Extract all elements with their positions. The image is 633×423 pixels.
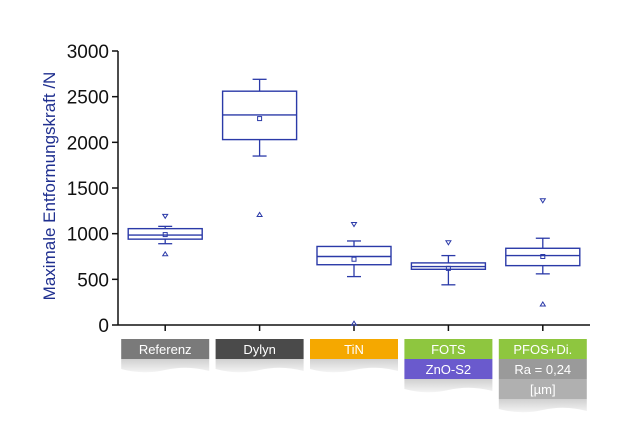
category-label-shadow xyxy=(310,359,398,373)
min-marker xyxy=(256,211,264,217)
category-label-block xyxy=(404,339,493,359)
category-label-3: FOTS ZnO-S2 xyxy=(404,339,493,393)
mean-marker xyxy=(162,232,168,238)
category-label-shadow xyxy=(121,359,210,373)
category-label-shadow xyxy=(215,359,304,373)
category-label-4: PFOS+Di. Ra = 0,24 [µm] xyxy=(498,339,587,413)
category-label-shadow xyxy=(498,399,587,413)
category-label-1: Dylyn xyxy=(215,339,304,373)
y-tick-label: 1000 xyxy=(67,225,109,246)
category-label-2: TiN xyxy=(310,339,398,373)
box-iqr xyxy=(505,247,581,267)
box-1 xyxy=(221,78,298,217)
box-2 xyxy=(316,222,392,326)
mean-marker xyxy=(257,116,263,122)
max-marker xyxy=(539,198,547,204)
mean-marker xyxy=(445,265,451,271)
category-label-text: FOTS xyxy=(431,342,466,357)
box-3 xyxy=(410,240,487,286)
mean-marker xyxy=(351,256,357,262)
min-marker xyxy=(350,320,358,326)
category-label-block xyxy=(121,339,210,359)
box-iqr xyxy=(316,245,392,266)
y-tick-label: 0 xyxy=(98,316,109,337)
category-label-shadow xyxy=(404,379,493,393)
y-axis-label: Maximale Entformungskraft /N xyxy=(40,72,59,301)
min-marker xyxy=(539,301,547,307)
min-marker xyxy=(161,250,169,257)
boxes xyxy=(127,78,581,326)
category-label-text: PFOS+Di. xyxy=(513,342,572,357)
category-label-text: TiN xyxy=(344,342,364,357)
box-4 xyxy=(505,198,581,307)
category-label-text: Dylyn xyxy=(243,342,276,357)
category-labels: Referenz Dylyn TiN FOTS ZnO-S2 PFOS+Di. Ra = 0… xyxy=(121,339,587,413)
category-label-0: Referenz xyxy=(121,339,210,373)
max-marker xyxy=(444,240,452,246)
axes xyxy=(117,51,590,331)
box-0 xyxy=(127,213,203,257)
y-tick-label: 3000 xyxy=(67,42,109,63)
y-tick-label: 500 xyxy=(77,270,109,291)
y-tick-label: 2500 xyxy=(67,88,109,109)
category-label-block xyxy=(215,339,304,359)
category-label-block xyxy=(404,359,493,379)
box-iqr xyxy=(127,227,203,240)
y-tick-label: 1500 xyxy=(67,179,109,200)
category-label-text: ZnO-S2 xyxy=(426,362,472,377)
category-label-text: Ra = 0,24 xyxy=(514,362,571,377)
category-label-block xyxy=(310,339,398,359)
y-tick-label: 2000 xyxy=(67,133,109,154)
category-label-text: [µm] xyxy=(530,382,556,397)
max-marker xyxy=(161,213,169,220)
mean-marker xyxy=(540,254,546,259)
y-axis-ticks: 0 500 1000 1500 2000 2500 3000 xyxy=(67,42,118,337)
max-marker xyxy=(350,222,358,228)
category-label-block xyxy=(498,339,587,359)
category-label-block xyxy=(498,359,587,379)
category-label-text: Referenz xyxy=(139,342,192,357)
category-label-block xyxy=(498,379,587,399)
